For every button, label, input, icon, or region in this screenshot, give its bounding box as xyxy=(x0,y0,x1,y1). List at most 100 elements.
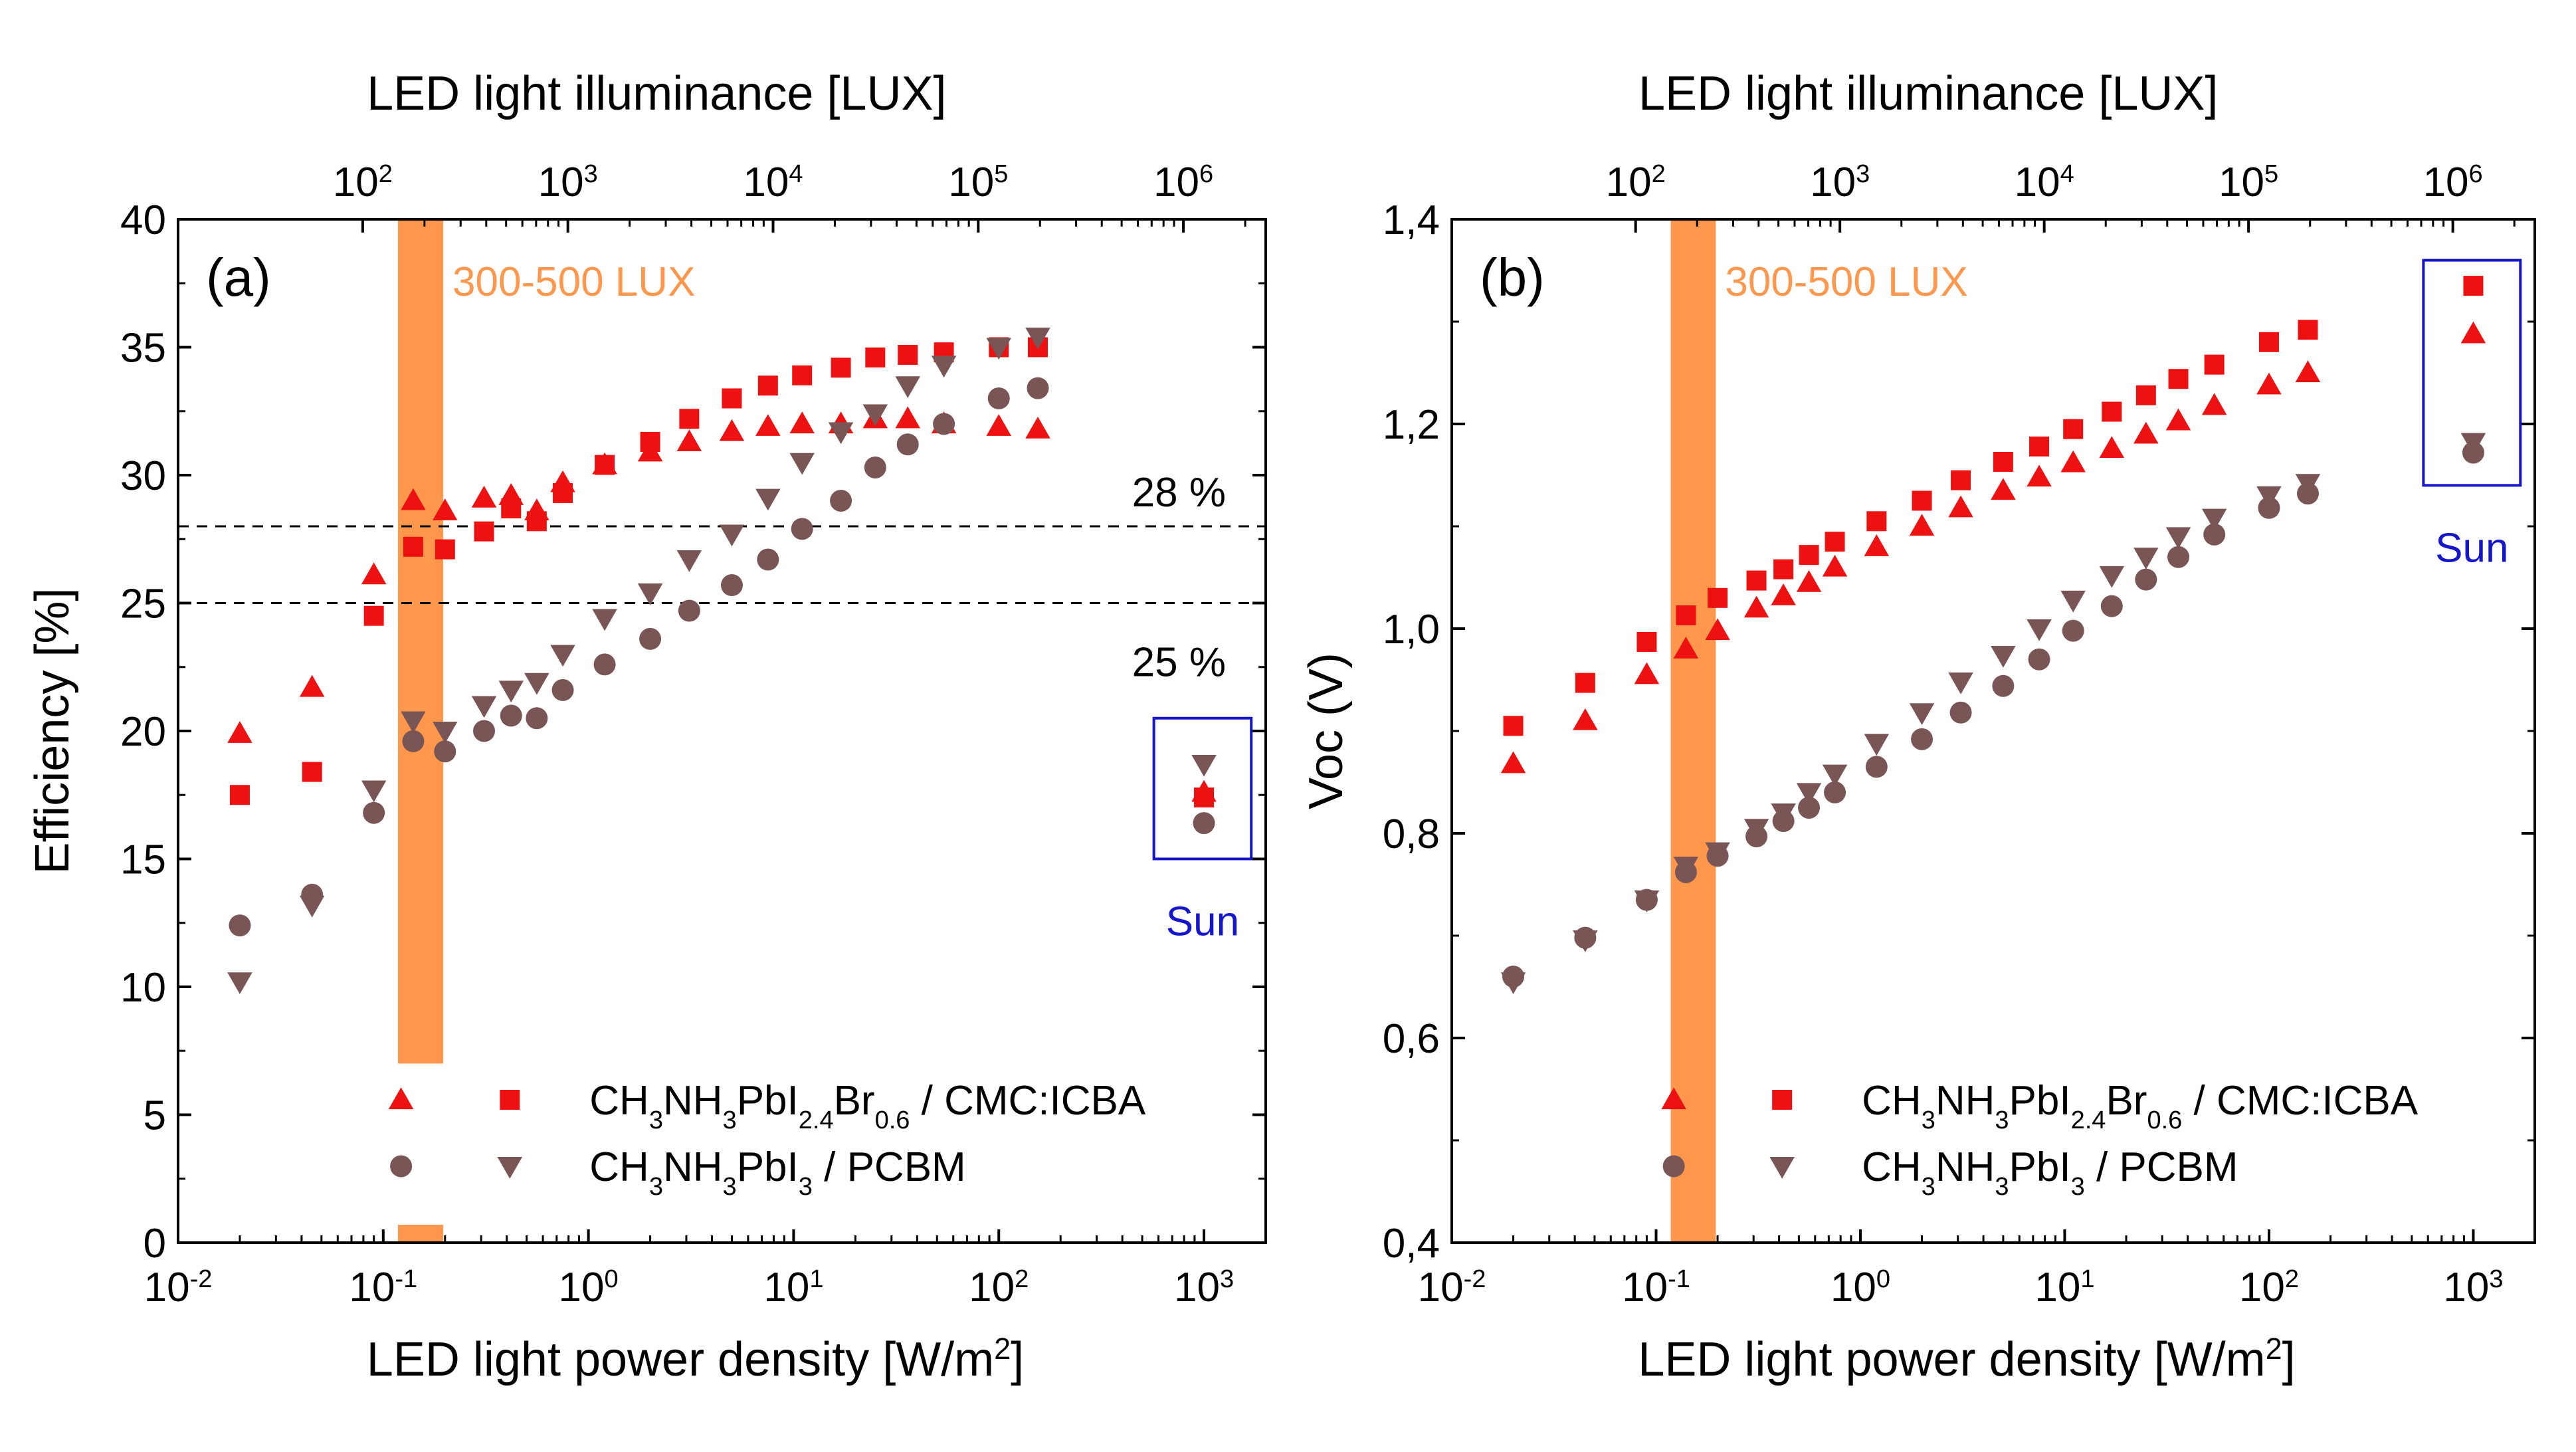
data-point xyxy=(1822,554,1848,577)
data-point xyxy=(1948,495,1973,518)
data-point xyxy=(1500,972,1526,995)
x-tick-label: 102 xyxy=(969,1265,1029,1310)
data-point xyxy=(864,456,886,478)
data-point xyxy=(2135,568,2157,591)
lux-band xyxy=(1670,219,1716,1243)
data-point xyxy=(1634,890,1660,912)
data-point xyxy=(1708,587,1728,608)
data-point xyxy=(789,411,815,434)
data-point xyxy=(2102,401,2122,422)
data-point xyxy=(862,404,888,427)
data-point xyxy=(1949,701,1972,724)
data-point xyxy=(1771,803,1796,825)
data-point xyxy=(433,498,458,520)
data-point xyxy=(2204,354,2225,375)
data-point xyxy=(2027,465,2052,487)
panel-label: (a) xyxy=(206,248,271,307)
data-point xyxy=(639,627,662,650)
top-x-tick-label: 105 xyxy=(2219,159,2278,205)
data-point xyxy=(933,413,955,435)
data-point xyxy=(722,388,742,409)
top-x-tick-label: 105 xyxy=(948,159,1008,205)
data-point xyxy=(302,762,322,782)
x-tick-label: 103 xyxy=(2443,1265,2503,1310)
data-point xyxy=(500,704,522,727)
data-point xyxy=(2258,332,2279,352)
data-point xyxy=(898,345,918,365)
data-point xyxy=(401,488,426,510)
data-point xyxy=(1824,781,1846,803)
data-point xyxy=(361,562,387,585)
data-point xyxy=(1909,514,1935,536)
data-point xyxy=(2062,619,2084,642)
data-point xyxy=(1743,819,1769,841)
x-tick-label: 100 xyxy=(1831,1265,1890,1310)
legend-marker-circle xyxy=(1662,1155,1685,1178)
top-x-tick-label: 103 xyxy=(538,159,598,205)
data-point xyxy=(2298,320,2318,340)
data-point xyxy=(435,539,455,560)
legend: CH3NH3PbI2.4Br0.6 / CMC:ICBA CH3NH3PbI3 /… xyxy=(1661,1078,2419,1201)
data-point xyxy=(434,740,456,763)
data-point xyxy=(1799,545,1819,566)
data-point xyxy=(2256,372,2282,395)
data-point xyxy=(1743,595,1769,618)
data-point xyxy=(363,605,384,626)
legend-label-2: CH3NH3PbI3 / PCBM xyxy=(1862,1144,2238,1201)
y-tick-label: 1,4 xyxy=(1383,197,1440,243)
y-tick-label: 0 xyxy=(144,1221,166,1267)
panel-label: (b) xyxy=(1480,248,1545,307)
data-point xyxy=(2201,508,2227,531)
top-x-tick-label: 106 xyxy=(1153,159,1213,205)
y-tick-label: 20 xyxy=(120,709,166,755)
y-tick-label: 35 xyxy=(120,326,166,371)
data-point xyxy=(1705,842,1730,865)
data-point xyxy=(1796,570,1822,592)
data-point xyxy=(1866,511,1887,532)
data-point xyxy=(2165,527,2191,550)
lux-band-label: 300-500 LUX xyxy=(452,259,695,305)
data-point xyxy=(553,482,573,503)
data-point xyxy=(471,696,497,718)
data-point xyxy=(1636,632,1657,653)
data-point xyxy=(1993,451,2013,472)
top-x-tick-label: 102 xyxy=(1606,159,1666,205)
data-point xyxy=(1673,857,1699,879)
data-point xyxy=(1991,645,2016,668)
y-axis-label: Voc (V) xyxy=(1300,653,1353,809)
data-point xyxy=(986,414,1011,436)
data-point xyxy=(789,453,815,475)
data-point xyxy=(1027,377,1049,399)
sun-label: Sun xyxy=(1166,899,1239,945)
y-tick-label: 10 xyxy=(120,965,166,1011)
data-point xyxy=(593,653,616,676)
data-point xyxy=(757,375,778,396)
data-point xyxy=(1912,490,1932,511)
data-point xyxy=(1798,797,1821,819)
data-point xyxy=(1025,328,1050,350)
data-point xyxy=(1773,559,1794,579)
x-axis-label: LED light power density [W/m2] xyxy=(367,1332,1024,1387)
y-tick-label: 15 xyxy=(120,837,166,883)
data-point xyxy=(592,609,617,631)
reference-line-label-0: 28 % xyxy=(1132,470,1226,516)
data-point xyxy=(987,387,1010,409)
data-point xyxy=(2295,360,2321,383)
data-point xyxy=(2203,523,2226,546)
data-point xyxy=(678,599,700,622)
y-tick-label: 5 xyxy=(144,1093,166,1139)
data-point xyxy=(757,548,779,571)
series-0 xyxy=(227,406,1050,743)
data-point xyxy=(755,488,781,511)
data-point xyxy=(1503,716,1524,736)
data-point xyxy=(2100,595,2123,617)
data-point xyxy=(1676,605,1696,625)
y-tick-label: 0,4 xyxy=(1383,1221,1440,1267)
sun-label: Sun xyxy=(2435,525,2508,571)
legend-marker-circle xyxy=(390,1155,413,1178)
data-point xyxy=(2027,619,2052,641)
data-point xyxy=(1746,570,1767,591)
top-x-tick-label: 106 xyxy=(2423,159,2483,205)
data-point xyxy=(498,680,524,703)
legend-label-1: CH3NH3PbI2.4Br0.6 / CMC:ICBA xyxy=(589,1078,1146,1134)
